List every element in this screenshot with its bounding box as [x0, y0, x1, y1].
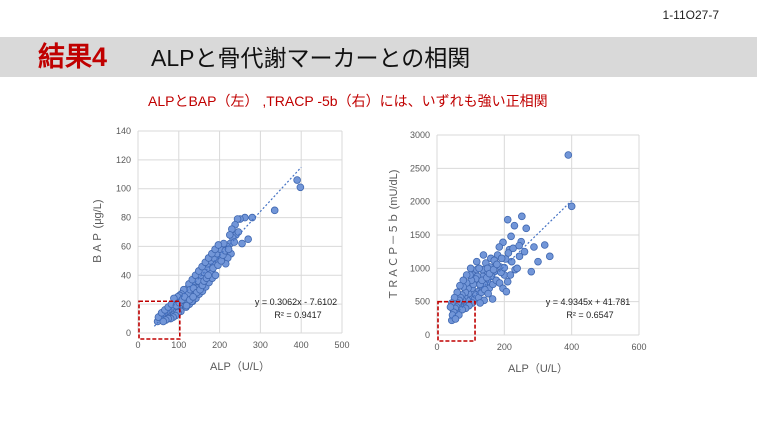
right-data-point: [510, 221, 519, 230]
right-trendline: [450, 200, 573, 320]
right-data-point: [515, 252, 524, 261]
right-data-point: [567, 202, 576, 211]
left-y-tick-label: 140: [116, 126, 131, 136]
right-data-point: [530, 243, 538, 251]
right-y-axis-title: ＴＲＡＣＰ－５ｂ (mU/dL): [388, 170, 400, 301]
left-data-point: [189, 293, 197, 301]
right-y-tick-label: 0: [425, 330, 430, 340]
left-data-point: [211, 271, 220, 280]
right-data-point: [504, 249, 513, 257]
left-data-point: [182, 301, 191, 310]
right-data-point: [462, 271, 471, 279]
right-data-point: [540, 241, 549, 249]
right-data-point: [446, 303, 455, 311]
right-data-point: [489, 265, 498, 274]
right-data-point: [545, 252, 554, 261]
right-x-tick-label: 600: [631, 342, 646, 352]
left-y-tick-label: 40: [121, 270, 131, 280]
left-data-point: [230, 238, 239, 246]
right-data-point: [476, 299, 484, 307]
right-data-point: [515, 241, 523, 250]
left-trendline: [153, 166, 302, 327]
right-y-tick-label: 1500: [410, 230, 430, 240]
right-data-point: [507, 232, 515, 241]
right-data-point: [475, 264, 483, 273]
right-data-point: [466, 264, 475, 273]
right-data-point: [458, 305, 467, 314]
right-x-tick-label: 200: [497, 342, 512, 352]
right-x-tick-label: 400: [564, 342, 579, 352]
left-y-tick-label: 20: [121, 299, 131, 309]
right-data-point: [564, 151, 573, 159]
right-data-point: [518, 212, 526, 221]
left-y-tick-label: 100: [116, 184, 131, 194]
left-data-point: [238, 239, 246, 248]
left-data-point: [296, 183, 305, 192]
left-y-tick-label: 120: [116, 155, 131, 165]
right-data-point: [484, 289, 492, 298]
title-tag: 結果4: [38, 42, 108, 72]
right-data-point: [497, 254, 506, 263]
left-equation: y = 0.3062x - 7.6102: [255, 297, 337, 307]
right-data-point: [513, 264, 521, 273]
subtitle: ALPとBAP（左） ,TRACP -5b（右）には、いずれも強い正相関: [148, 93, 548, 109]
left-data-point: [293, 176, 301, 184]
right-data-point: [495, 279, 504, 287]
right-data-point: [451, 315, 460, 323]
right-data-point: [495, 243, 504, 251]
right-x-axis-title: ALP（U/L）: [508, 362, 568, 375]
left-x-tick-label: 400: [294, 340, 309, 350]
left-x-axis-title: ALP（U/L）: [210, 360, 270, 373]
right-equation: y = 4.9345x + 41.781: [546, 297, 631, 307]
right-x-tick-label: 0: [434, 342, 439, 352]
left-y-tick-label: 60: [121, 241, 131, 251]
right-data-point: [527, 267, 536, 276]
left-highlight-box: [138, 300, 181, 340]
right-y-tick-label: 2500: [410, 163, 430, 173]
left-data-point: [204, 271, 212, 280]
right-data-point: [500, 263, 509, 272]
right-data-point: [472, 257, 481, 266]
right-highlight-box: [437, 300, 476, 342]
left-x-tick-label: 200: [212, 340, 227, 350]
left-data-point: [270, 206, 279, 215]
right-data-point: [503, 215, 512, 224]
right-data-point: [502, 287, 511, 296]
left-data-point: [170, 294, 178, 303]
right-data-point: [506, 271, 515, 279]
right-data-point: [503, 277, 512, 286]
left-data-point: [226, 231, 234, 239]
right-y-tick-label: 3000: [410, 130, 430, 140]
left-x-tick-label: 0: [135, 340, 140, 350]
page-title: ALPと骨代謝マーカーとの相関: [151, 45, 471, 71]
left-data-point: [248, 213, 257, 222]
right-y-tick-label: 500: [415, 297, 430, 307]
right-data-point: [520, 247, 529, 256]
left-x-tick-label: 100: [171, 340, 186, 350]
left-x-tick-label: 300: [253, 340, 268, 350]
left-y-tick-label: 80: [121, 213, 131, 223]
left-y-axis-title: ＢＡＰ (μg/L): [92, 199, 104, 264]
left-data-point: [159, 317, 168, 326]
right-y-tick-label: 2000: [410, 197, 430, 207]
title-bar: 結果4 ALPと骨代謝マーカーとの相関: [0, 37, 757, 77]
left-data-point: [244, 235, 252, 244]
right-data-point: [479, 251, 488, 259]
right-r-squared: R² = 0.6547: [566, 310, 613, 320]
right-data-point: [459, 276, 468, 285]
right-y-tick-label: 1000: [410, 263, 430, 273]
right-data-point: [534, 257, 542, 266]
left-r-squared: R² = 0.9417: [274, 310, 321, 320]
left-x-tick-label: 500: [334, 340, 349, 350]
right-data-point: [488, 295, 497, 303]
left-data-point: [214, 241, 223, 249]
right-data-point: [522, 224, 531, 233]
right-data-point: [493, 260, 501, 269]
slide-id: 1-11O27-7: [662, 8, 719, 22]
right-data-point: [456, 281, 464, 290]
left-y-tick-label: 0: [126, 328, 131, 338]
